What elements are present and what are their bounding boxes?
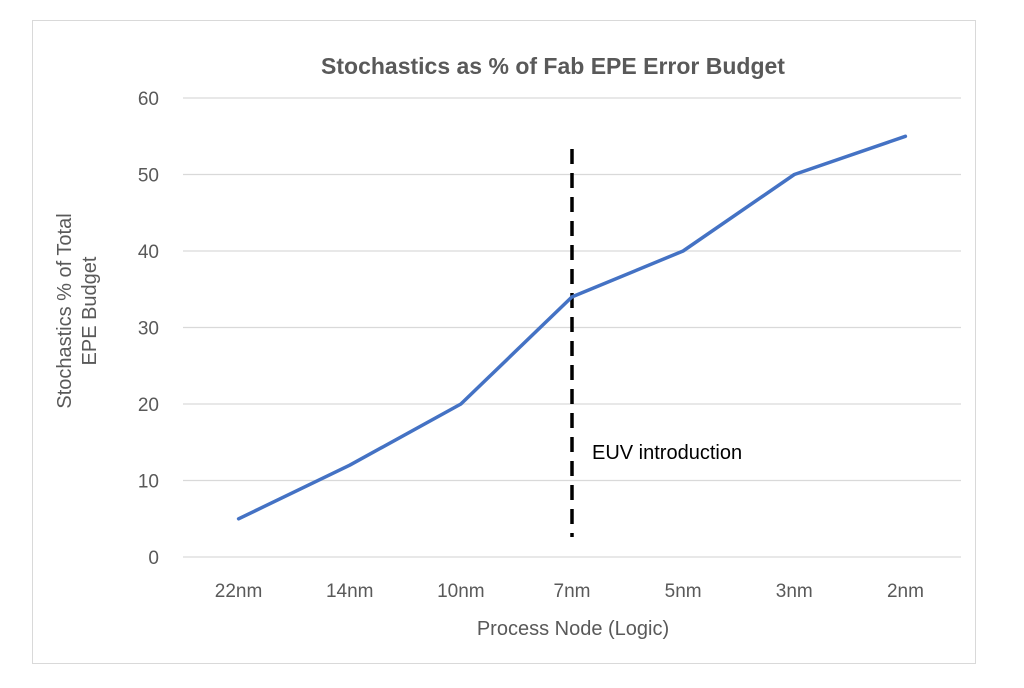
y-axis-title: Stochastics % of Total EPE Budget bbox=[54, 213, 101, 408]
y-tick-label: 50 bbox=[138, 166, 159, 187]
x-tick-label: 2nm bbox=[887, 581, 924, 602]
series-line bbox=[236, 134, 908, 521]
x-tick-label: 22nm bbox=[215, 581, 263, 602]
y-tick-label: 40 bbox=[138, 242, 159, 263]
y-tick-label: 0 bbox=[148, 548, 159, 569]
y-axis-title-line-2: EPE Budget bbox=[79, 256, 101, 365]
chart-frame: Stochastics as % of Fab EPE Error Budget… bbox=[32, 20, 976, 664]
y-axis-title-line-1: Stochastics % of Total bbox=[54, 213, 76, 408]
y-tick-label: 10 bbox=[138, 472, 159, 493]
series-layer bbox=[236, 134, 908, 521]
x-tick-label: 3nm bbox=[776, 581, 813, 602]
y-tick-labels: 0 10 20 30 40 50 60 bbox=[138, 89, 159, 569]
x-tick-label: 7nm bbox=[554, 581, 591, 602]
chart-title: Stochastics as % of Fab EPE Error Budget bbox=[321, 53, 785, 79]
x-tick-labels: 22nm 14nm 10nm 7nm 5nm 3nm 2nm bbox=[215, 581, 924, 602]
x-axis-title: Process Node (Logic) bbox=[477, 618, 669, 640]
y-tick-label: 30 bbox=[138, 319, 159, 340]
y-tick-label: 60 bbox=[138, 89, 159, 110]
x-tick-label: 14nm bbox=[326, 581, 374, 602]
x-tick-label: 10nm bbox=[437, 581, 485, 602]
euv-annotation-label: EUV introduction bbox=[592, 442, 742, 464]
euv-marker: EUV introduction bbox=[570, 149, 742, 537]
x-tick-label: 5nm bbox=[665, 581, 702, 602]
y-tick-label: 20 bbox=[138, 395, 159, 416]
chart-svg: Stochastics as % of Fab EPE Error Budget… bbox=[54, 53, 961, 640]
